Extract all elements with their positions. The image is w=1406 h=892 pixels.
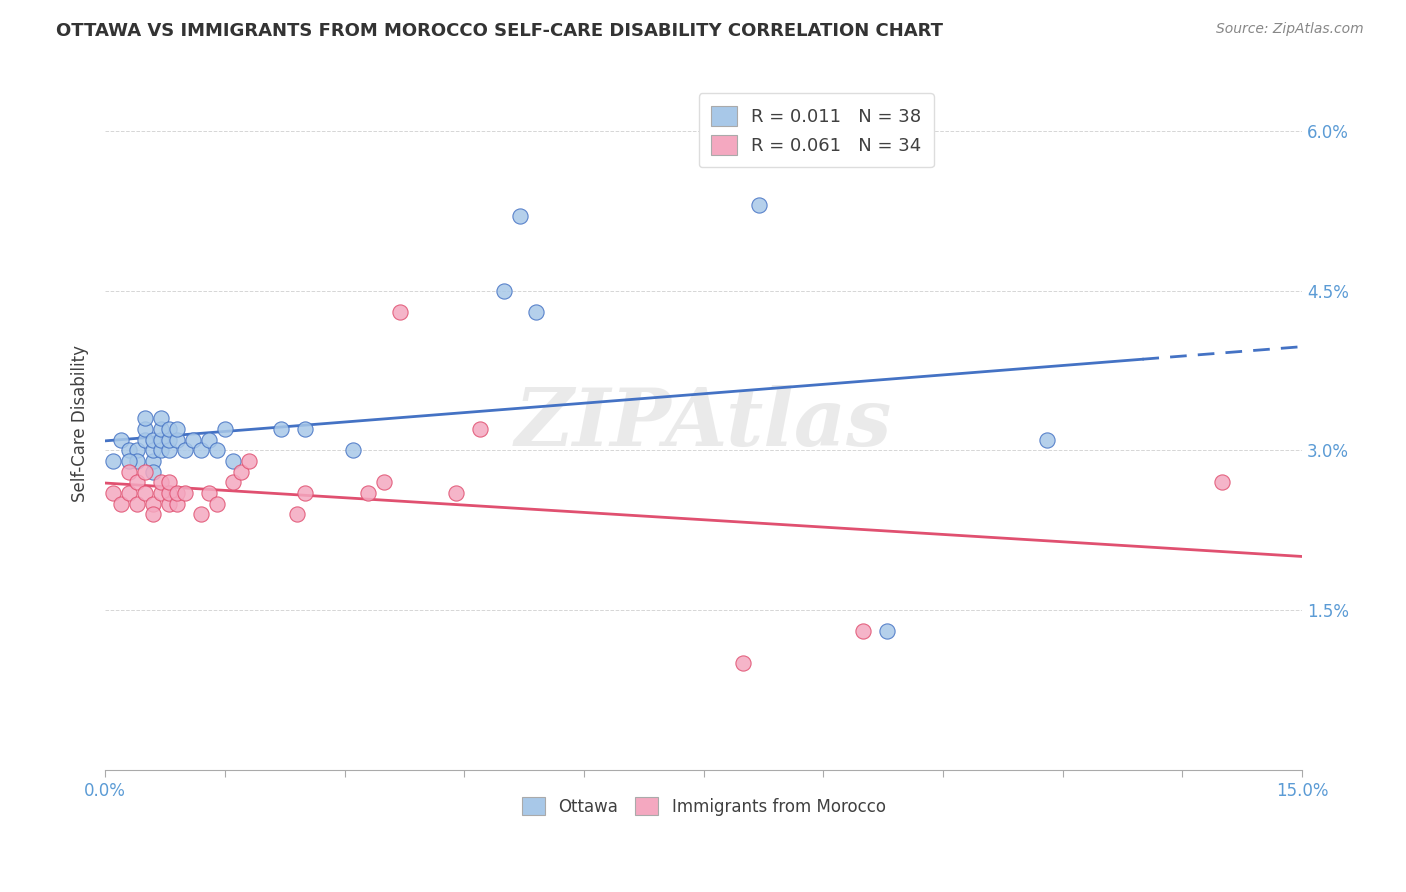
Point [852,624,875,639]
Point [373,475,395,490]
Point [150,422,173,436]
Point [142,465,165,479]
Point [222,454,245,468]
Point [174,443,197,458]
Point [110,497,132,511]
Point [103,486,125,500]
Point [214,422,236,436]
Point [733,657,755,671]
Point [150,443,173,458]
Point [238,454,260,468]
Point [127,475,149,490]
Point [198,486,221,500]
Point [134,422,156,436]
Point [470,422,492,436]
Point [127,454,149,468]
Point [157,486,180,500]
Point [342,443,364,458]
Point [205,497,228,511]
Point [134,486,156,500]
Point [157,475,180,490]
Point [110,433,132,447]
Point [142,454,165,468]
Point [118,486,141,500]
Point [166,422,188,436]
Point [142,443,165,458]
Point [134,411,156,425]
Point [1035,433,1057,447]
Point [150,475,173,490]
Point [509,209,531,223]
Point [229,465,252,479]
Point [166,497,188,511]
Point [127,443,149,458]
Point [181,433,204,447]
Point [150,433,173,447]
Point [389,305,412,319]
Point [166,486,188,500]
Text: Source: ZipAtlas.com: Source: ZipAtlas.com [1216,22,1364,37]
Point [494,284,516,298]
Point [174,486,197,500]
Y-axis label: Self-Care Disability: Self-Care Disability [72,345,89,502]
Point [150,411,173,425]
Point [134,465,156,479]
Text: ZIPAtlas: ZIPAtlas [515,385,893,462]
Point [357,486,380,500]
Point [524,305,547,319]
Point [142,497,165,511]
Point [748,198,770,212]
Point [270,422,292,436]
Point [198,433,221,447]
Point [876,624,898,639]
Point [446,486,468,500]
Point [103,454,125,468]
Point [118,443,141,458]
Point [127,497,149,511]
Point [190,443,212,458]
Point [142,433,165,447]
Point [157,433,180,447]
Point [157,422,180,436]
Point [294,486,316,500]
Text: OTTAWA VS IMMIGRANTS FROM MOROCCO SELF-CARE DISABILITY CORRELATION CHART: OTTAWA VS IMMIGRANTS FROM MOROCCO SELF-C… [56,22,943,40]
Point [166,433,188,447]
Point [118,465,141,479]
Point [190,508,212,522]
Point [222,475,245,490]
Point [294,422,316,436]
Point [142,508,165,522]
Point [118,454,141,468]
Point [1211,475,1233,490]
Point [134,433,156,447]
Point [150,486,173,500]
Point [157,497,180,511]
Legend: Ottawa, Immigrants from Morocco: Ottawa, Immigrants from Morocco [513,789,894,824]
Point [205,443,228,458]
Point [285,508,308,522]
Point [157,443,180,458]
